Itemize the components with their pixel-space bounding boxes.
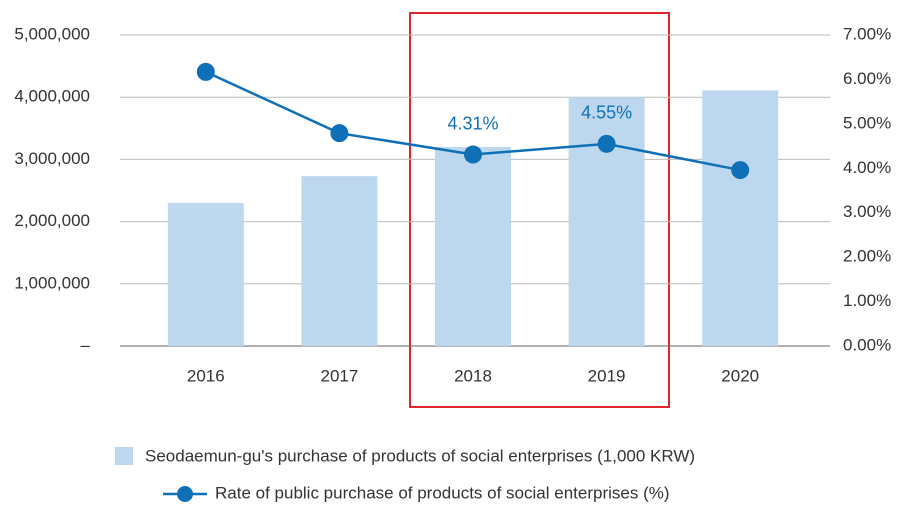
legend-marker <box>177 486 193 502</box>
y2-tick-label: 6.00% <box>843 69 891 88</box>
data-label: 4.55% <box>581 103 632 123</box>
data-label: 4.31% <box>447 113 498 133</box>
x-tick-label: 2020 <box>721 366 759 385</box>
y2-tick-label: 0.00% <box>843 335 891 354</box>
y-tick-label: 3,000,000 <box>14 149 90 168</box>
y2-tick-label: 3.00% <box>843 202 891 221</box>
y-tick-label: 2,000,000 <box>14 211 90 230</box>
y-tick-label: 1,000,000 <box>14 273 90 292</box>
y2-tick-label: 2.00% <box>843 247 891 266</box>
bar <box>167 202 244 346</box>
bar <box>301 176 378 346</box>
x-tick-label: 2019 <box>588 366 626 385</box>
line-point <box>464 145 482 164</box>
x-tick-label: 2018 <box>454 366 492 385</box>
y-tick-label: – <box>81 335 91 354</box>
bar <box>568 97 645 346</box>
line-point <box>330 124 349 143</box>
y2-tick-label: 4.00% <box>843 158 891 177</box>
y2-tick-label: 1.00% <box>843 291 891 310</box>
y-tick-label: 5,000,000 <box>14 24 90 43</box>
line-point <box>597 134 616 153</box>
bar <box>702 90 779 346</box>
bar <box>435 146 511 346</box>
legend-label: Rate of public purchase of products of s… <box>215 483 670 502</box>
highlight-box <box>409 12 670 408</box>
line-point <box>196 62 215 81</box>
legend-label: Seodaemun-gu's purchase of products of s… <box>145 446 695 465</box>
x-tick-label: 2016 <box>187 366 225 385</box>
x-tick-label: 2017 <box>320 366 358 385</box>
y2-tick-label: 5.00% <box>843 113 891 132</box>
y2-tick-label: 7.00% <box>843 24 891 43</box>
y-tick-label: 4,000,000 <box>14 87 90 106</box>
legend-swatch <box>115 447 133 465</box>
line-point <box>731 161 750 180</box>
